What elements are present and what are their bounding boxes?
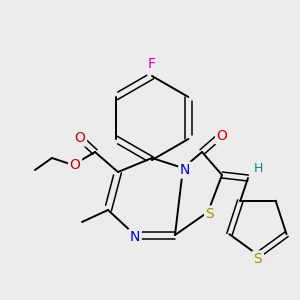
Text: O: O: [70, 158, 80, 172]
Text: O: O: [217, 129, 227, 143]
Text: N: N: [130, 230, 140, 244]
Text: S: S: [206, 207, 214, 221]
Text: O: O: [75, 131, 86, 145]
Text: S: S: [254, 252, 262, 266]
Text: N: N: [180, 163, 190, 177]
Text: H: H: [253, 161, 263, 175]
Text: F: F: [148, 57, 156, 71]
